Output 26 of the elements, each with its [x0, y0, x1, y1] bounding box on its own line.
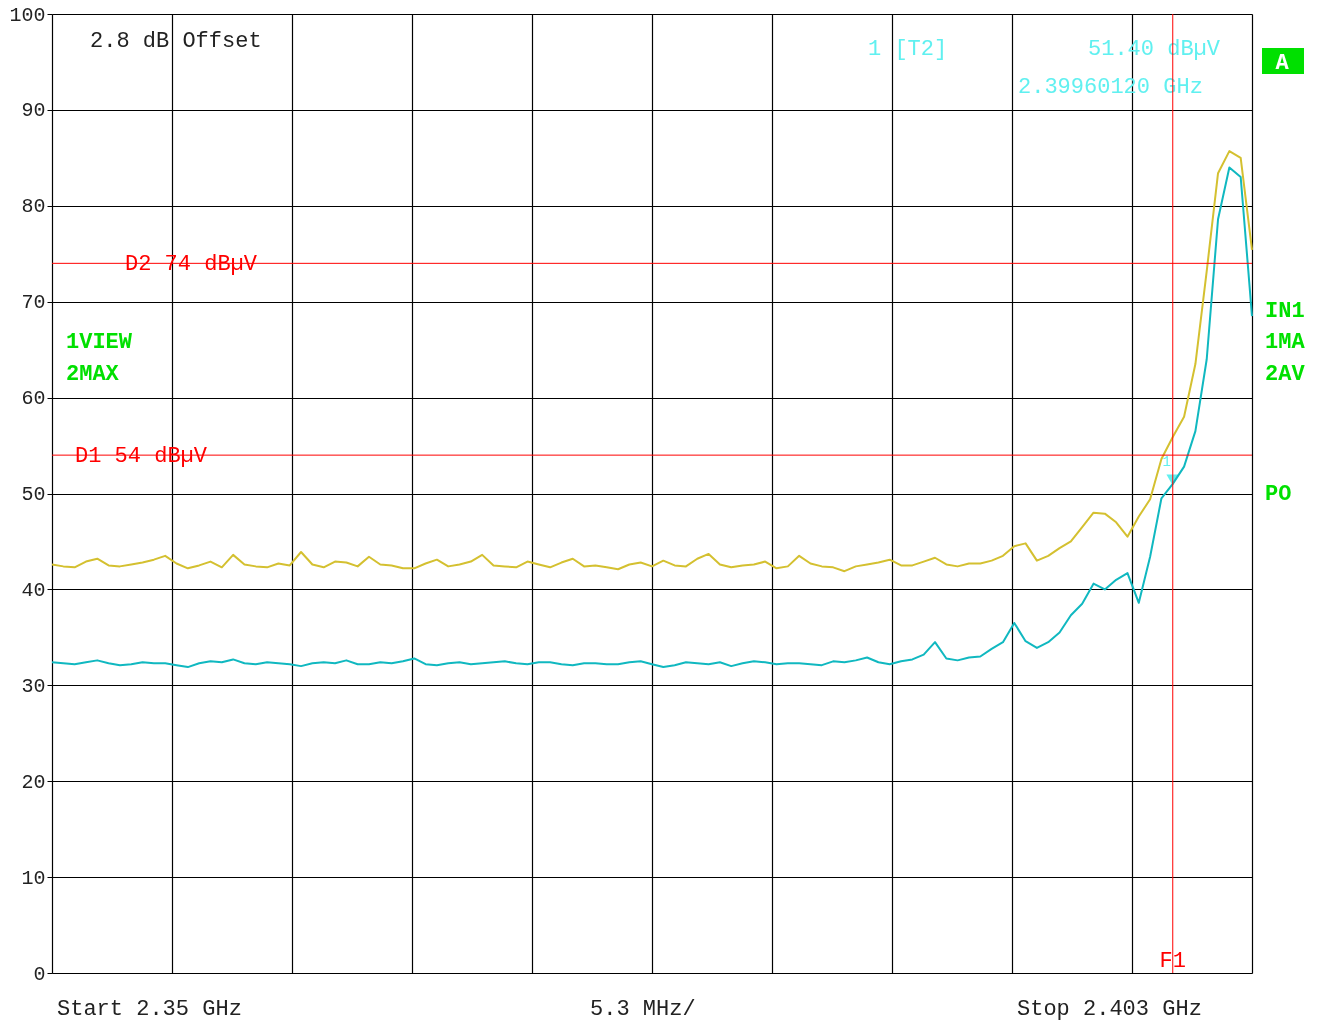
y-tick-label: 100 — [9, 3, 46, 27]
annotation: 1 [T2] — [868, 37, 948, 62]
y-tick-label: 20 — [21, 770, 46, 794]
y-tick-label: 40 — [21, 578, 46, 602]
line-series — [51, 150, 1253, 573]
y-tick-label: 60 — [21, 387, 46, 411]
annotation: 2MAX — [66, 362, 120, 387]
text: Start 2.35 GHz — [57, 997, 242, 1022]
text: 1MA — [1265, 330, 1306, 355]
y-tick-label: 0 — [33, 962, 46, 986]
y-tick-label: 50 — [21, 483, 46, 506]
text: IN1 — [1265, 299, 1305, 324]
y-tick-label: 90 — [21, 99, 46, 123]
text: 5.3 MHz/ — [590, 997, 696, 1022]
text: A — [1275, 51, 1290, 76]
text: PO — [1265, 482, 1292, 507]
text: 2AV — [1265, 362, 1306, 387]
y-tick-label: 70 — [21, 291, 46, 315]
text: Stop 2.403 GHz — [1017, 997, 1202, 1022]
annotation: 1VIEW — [66, 330, 133, 355]
y-tick-label: 10 — [21, 866, 46, 890]
y-tick-label: 80 — [21, 195, 46, 219]
annotation: 2.8 dB Offset — [90, 29, 262, 54]
y-tick-label: 30 — [21, 674, 46, 698]
annotation: 1 — [1162, 454, 1171, 471]
line-series — [51, 166, 1253, 669]
